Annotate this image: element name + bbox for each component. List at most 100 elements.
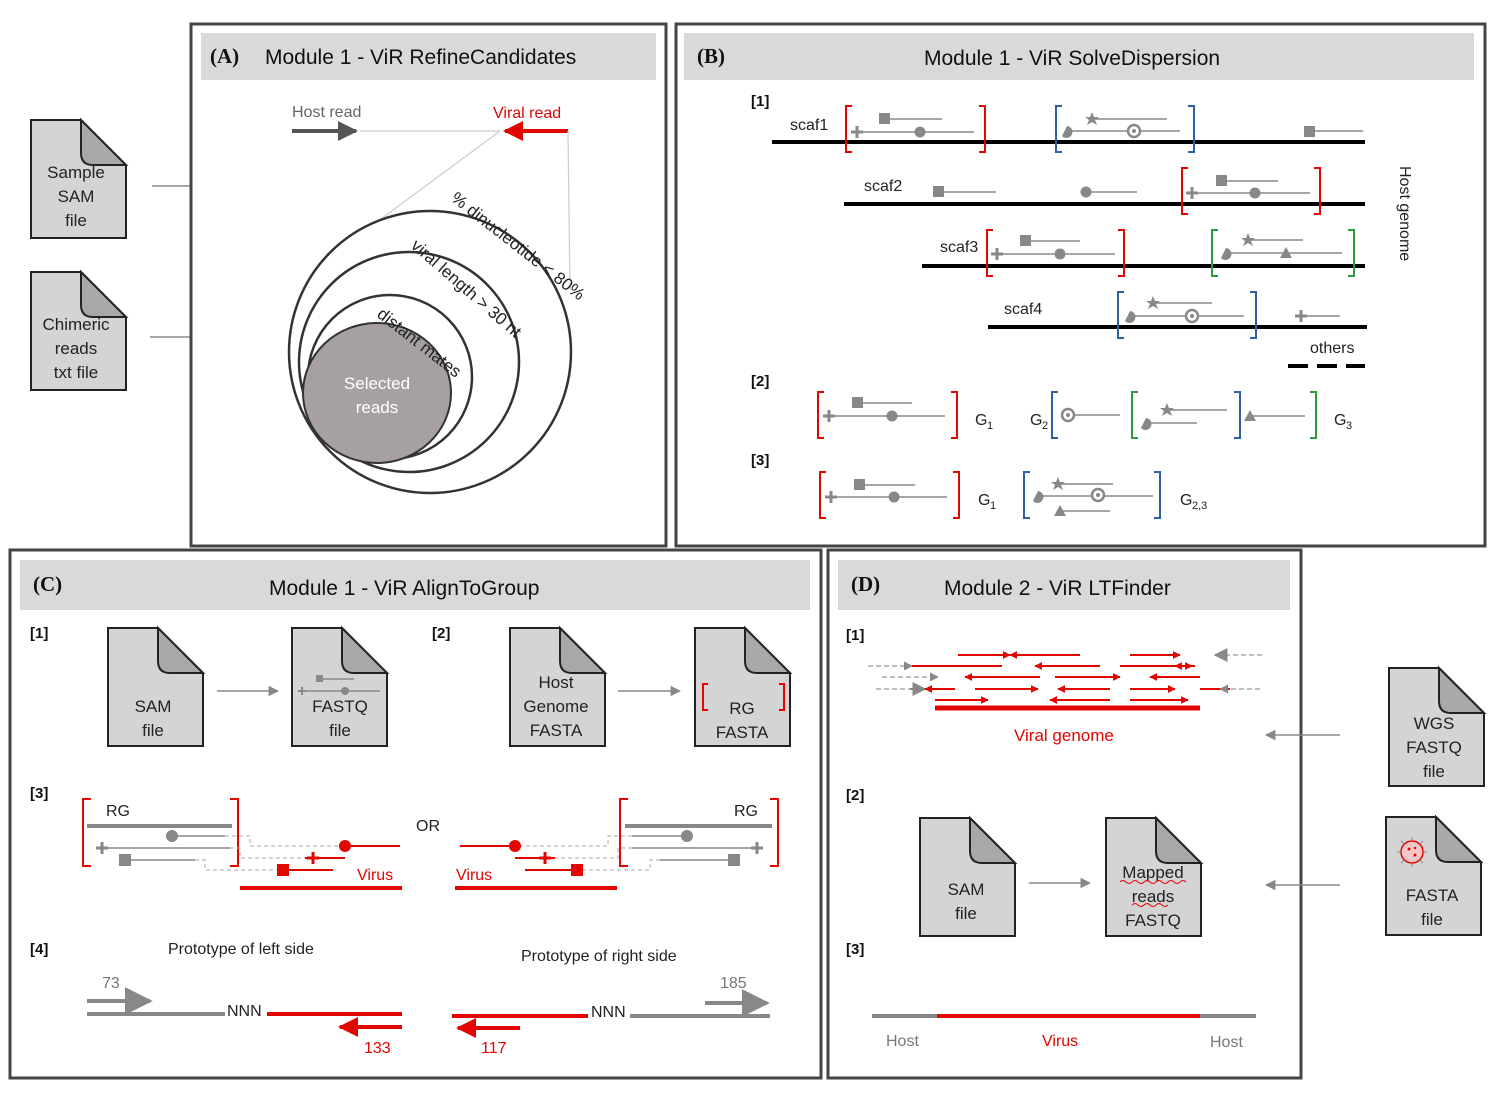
scaf4-solo-cross bbox=[1295, 310, 1307, 322]
selected-reads-label-1: Selected bbox=[344, 374, 410, 393]
host-fasta-label-2: Genome bbox=[523, 697, 588, 716]
scaf3-red-group bbox=[986, 229, 1125, 277]
step3-left-alignment: RG Virus bbox=[82, 798, 402, 890]
virus-label-d: Virus bbox=[1042, 1033, 1078, 1050]
g1-group-step3 bbox=[819, 471, 960, 519]
fastq-file-icon-c: FASTQ file bbox=[291, 627, 388, 747]
panel-b-step-3: [3] bbox=[751, 452, 769, 469]
rg-label-left: RG bbox=[106, 803, 130, 820]
scaffold-2-label: scaf2 bbox=[864, 178, 902, 195]
mapped-label-1: Mapped bbox=[1122, 863, 1183, 882]
virus-fasta-file-icon: FASTA file bbox=[1385, 816, 1482, 936]
selected-reads-core bbox=[302, 322, 452, 464]
g2-subscript: 2 bbox=[1042, 420, 1048, 432]
scaf3-green-group bbox=[1211, 229, 1355, 277]
g3-label: G bbox=[1334, 412, 1346, 429]
selected-reads-label-2: reads bbox=[356, 398, 399, 417]
prototype-right-label: Prototype of right side bbox=[521, 948, 677, 965]
host-genome-label: Host genome bbox=[1396, 166, 1413, 261]
rg-fasta-icon: RG FASTA bbox=[694, 627, 791, 747]
g23-group-step3 bbox=[1023, 471, 1161, 519]
sam-file-c-label-2: file bbox=[142, 721, 164, 740]
fasta-label-2: file bbox=[1421, 910, 1443, 929]
panel-b-step-2: [2] bbox=[751, 373, 769, 390]
prototype-left: 73 NNN 133 bbox=[87, 975, 402, 1057]
chimeric-label-2: reads bbox=[55, 339, 98, 358]
mapped-label-2: reads bbox=[1132, 887, 1175, 906]
scaf1-red-group bbox=[845, 105, 986, 153]
host-fasta-label-3: FASTA bbox=[530, 721, 583, 740]
rg-label-right: RG bbox=[734, 803, 758, 820]
scaffold-4-label: scaf4 bbox=[1004, 301, 1042, 318]
fasta-label-1: FASTA bbox=[1406, 886, 1459, 905]
mapped-reads-file-icon: Mapped reads FASTQ bbox=[1105, 817, 1202, 937]
sam-file-d-label-2: file bbox=[955, 904, 977, 923]
panel-c-tag: (C) bbox=[33, 572, 62, 596]
scaf2-solo-circle bbox=[1080, 186, 1092, 198]
virus-label-left: Virus bbox=[357, 867, 393, 884]
wgs-label-2: FASTQ bbox=[1406, 738, 1462, 757]
g23-label: G bbox=[1180, 492, 1192, 509]
panel-d-tag: (D) bbox=[851, 572, 880, 596]
viral-genome-label: Viral genome bbox=[1014, 726, 1114, 745]
scaf1-solo-square bbox=[1304, 126, 1315, 137]
panel-c-step-1: [1] bbox=[30, 625, 48, 642]
g2-group-step2 bbox=[1051, 391, 1241, 439]
panel-c-step-3: [3] bbox=[30, 785, 48, 802]
panel-c-title: Module 1 - ViR AlignToGroup bbox=[269, 577, 539, 600]
chimeric-label-3: txt file bbox=[54, 363, 98, 382]
prototype-left-nnn: NNN bbox=[227, 1003, 262, 1020]
sample-sam-label-3: file bbox=[65, 211, 87, 230]
step3-right-alignment: RG Virus bbox=[455, 798, 779, 890]
g23-subscript: 2,3 bbox=[1192, 500, 1207, 512]
g1-label: G bbox=[975, 412, 987, 429]
fastq-file-c-label-1: FASTQ bbox=[312, 697, 368, 716]
panel-b-step-1: [1] bbox=[751, 93, 769, 110]
panel-b-title: Module 1 - ViR SolveDispersion bbox=[924, 47, 1220, 70]
mapped-label-3: FASTQ bbox=[1125, 911, 1181, 930]
read-pileup bbox=[868, 648, 1262, 711]
fastq-file-c-label-2: file bbox=[329, 721, 351, 740]
chimeric-label-1: Chimeric bbox=[42, 315, 110, 334]
scaf4-blue-group bbox=[1117, 291, 1257, 339]
others-label: others bbox=[1310, 340, 1354, 357]
funnel-guide-left bbox=[361, 130, 501, 234]
g3-group-step2 bbox=[1131, 391, 1317, 439]
wgs-label-3: file bbox=[1423, 762, 1445, 781]
viral-read-label: Viral read bbox=[493, 105, 561, 122]
panel-d-step-2: [2] bbox=[846, 787, 864, 804]
panel-b: (B) Module 1 - ViR SolveDispersion [1] [… bbox=[674, 22, 1487, 548]
scaf2-solo-square bbox=[933, 186, 944, 197]
virus-particle-icon bbox=[1397, 837, 1427, 867]
panel-d-step-1: [1] bbox=[846, 627, 864, 644]
g1-subscript: 1 bbox=[987, 420, 993, 432]
panel-d-header bbox=[838, 560, 1290, 610]
chimeric-reads-file-icon: Chimeric reads txt file bbox=[30, 271, 127, 391]
host-left-label: Host bbox=[886, 1033, 919, 1050]
panel-d: (D) Module 2 - ViR LTFinder [1] [2] [3] bbox=[826, 548, 1303, 1080]
funnel-guide-right bbox=[567, 130, 571, 291]
sam-file-icon-d: SAM file bbox=[919, 817, 1016, 937]
rg-fasta-label-2: FASTA bbox=[716, 723, 769, 742]
host-genome-fasta-icon: Host Genome FASTA bbox=[509, 627, 606, 747]
panel-c-header bbox=[20, 560, 810, 610]
sample-sam-label-2: SAM bbox=[58, 187, 95, 206]
prototype-left-133: 133 bbox=[364, 1040, 391, 1057]
or-label: OR bbox=[416, 818, 440, 835]
panel-d-title: Module 2 - ViR LTFinder bbox=[944, 577, 1171, 600]
sample-sam-label-1: Sample bbox=[47, 163, 105, 182]
g2-label: G bbox=[1030, 412, 1042, 429]
host-right-label: Host bbox=[1210, 1034, 1243, 1051]
panel-a-header bbox=[201, 33, 656, 80]
host-fasta-label-1: Host bbox=[539, 673, 574, 692]
sample-sam-file-icon: Sample SAM file bbox=[30, 119, 127, 239]
g1-subscript-step3: 1 bbox=[990, 500, 996, 512]
scaffold-3-label: scaf3 bbox=[940, 239, 978, 256]
prototype-left-label: Prototype of left side bbox=[168, 941, 314, 958]
sam-file-c-label-1: SAM bbox=[135, 697, 172, 716]
panel-a: (A) Module 1 - ViR RefineCandidates Host… bbox=[189, 22, 668, 548]
panel-c: (C) Module 1 - ViR AlignToGroup [1] [2] … bbox=[8, 548, 823, 1080]
g3-subscript: 3 bbox=[1346, 420, 1352, 432]
panel-a-title: Module 1 - ViR RefineCandidates bbox=[265, 46, 576, 69]
